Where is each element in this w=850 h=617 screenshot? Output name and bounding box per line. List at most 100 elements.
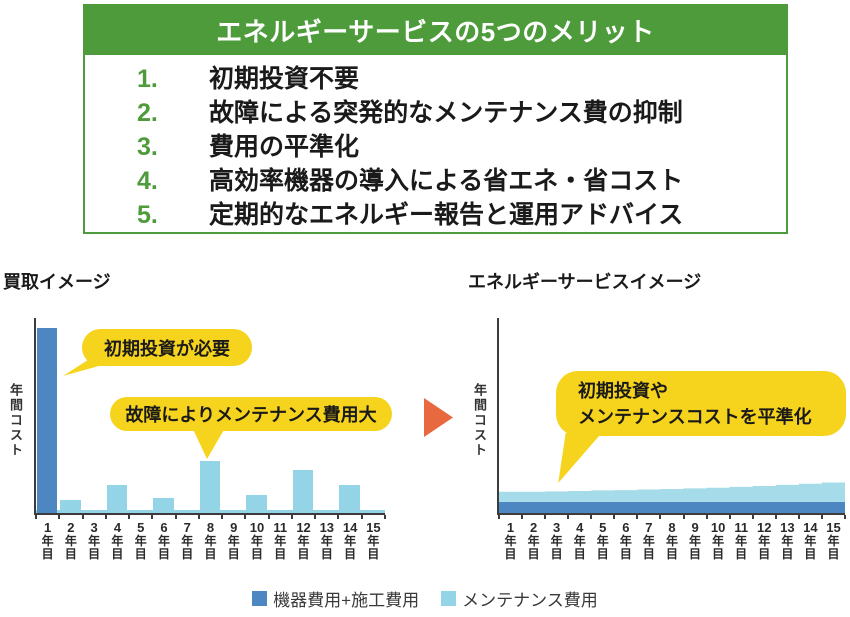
capex-band [499,501,845,513]
axis-tick [544,515,547,519]
merits-box: エネルギーサービスの5つのメリット 1. 初期投資不要 2. 故障による突発的な… [83,4,788,234]
maintenance-cost-swatch [441,591,457,606]
axis-tick [636,515,639,519]
callout-initial-investment: 初期投資が必要 [82,329,252,366]
x-axis-label: 11 年目 [273,520,288,561]
left-chart-title: 買取イメージ [3,272,111,292]
bar-maintenance-year-10 [246,494,267,513]
x-axis-label: 13 年目 [319,520,335,561]
y-axis-line [34,318,36,515]
axis-tick [360,515,363,519]
y-axis-line [497,318,499,515]
merit-number: 1. [137,65,158,93]
right-chart-title: エネルギーサービスイメージ [468,272,702,292]
x-axis-label: 13 年目 [780,520,795,561]
axis-tick [820,515,823,519]
axis-tick [104,515,107,519]
merits-header: エネルギーサービスの5つのメリット [85,6,786,55]
maintenance-band [499,482,845,502]
axis-tick [197,515,200,519]
x-axis-label: 12 年目 [757,520,772,561]
x-axis-label: 11 年目 [734,520,749,561]
x-axis-label: 10 年目 [710,520,726,561]
axis-tick [797,515,800,519]
callout-line: 初期投資や [578,380,668,401]
purchase-bar-chart: 年間コスト 1 年目 2 年目 3 年目 4 年目 5 年目 6 年目 7 年目 8 年目 9 年目 10 年目 11 年… [0,300,450,600]
merit-item-2: 2. 故障による突発的なメンテナンス費の抑制 [137,96,786,130]
axis-tick [314,515,317,519]
legend-label: 機器費用+施工費用 [273,591,420,610]
axis-tick [567,515,570,519]
merit-item-1: 1. 初期投資不要 [137,62,786,96]
right-y-axis-label: 年間コスト [472,383,487,458]
x-axis-label: 14 年目 [803,520,818,561]
merit-text: 初期投資不要 [209,65,360,93]
x-axis-label: 15 年目 [366,520,381,561]
energy-service-area-chart: 年間コスト 1 年目 2 年目 3 年目 4 年目 5 年目 6 年目 7 年目 8 年目 9 年目 10 年目 11 年… [455,300,850,600]
axis-tick [590,515,593,519]
chart-legend: 機器費用+施工費用 メンテナンス費用 [0,586,850,611]
merit-number: 4. [137,167,158,195]
x-axis-line [497,513,845,515]
equipment-cost-swatch [252,591,268,606]
x-axis-label: 12 年目 [296,520,311,561]
bar-maintenance-year-14 [339,485,360,513]
axis-tick [498,515,500,519]
merit-text: 定期的なエネルギー報告と運用アドバイス [209,201,684,229]
axis-tick [682,515,685,519]
bar-maintenance-year-2 [60,500,81,513]
merit-number: 2. [137,99,158,127]
merit-text: 故障による突発的なメンテナンス費の抑制 [209,99,683,127]
axis-tick [174,515,177,519]
merit-item-4: 4. 高効率機器の導入による省エネ・省コスト [137,164,786,198]
axis-tick [774,515,777,519]
x-axis-line [34,513,385,515]
callout-line: メンテナンスコストを平準化 [578,406,812,427]
axis-tick [337,515,340,519]
axis-tick [244,515,247,519]
merit-text: 高効率機器の導入による省エネ・省コスト [209,167,684,195]
axis-tick [521,515,524,519]
merit-text: 費用の平準化 [209,133,360,161]
bar-maintenance-year-4 [106,485,128,513]
callout-maintenance-large: 故障によりメンテナンス費用大 [110,397,392,431]
x-axis-label: 15 年目 [826,520,841,561]
axis-tick [751,515,754,519]
callout-cost-leveling: 初期投資や メンテナンスコストを平準化 [556,371,846,436]
axis-tick [659,515,662,519]
merit-number: 5. [137,201,158,229]
merit-number: 3. [137,133,158,161]
bar-maintenance-year-6 [153,498,174,513]
axis-tick [384,515,386,519]
merit-item-3: 3. 費用の平準化 [137,130,786,164]
legend-label: メンテナンス費用 [462,591,598,610]
axis-tick [128,515,131,519]
merits-list: 1. 初期投資不要 2. 故障による突発的なメンテナンス費の抑制 3. 費用の平… [85,55,786,232]
axis-tick [58,515,61,519]
axis-tick [81,515,84,519]
x-axis-label: 14 年目 [342,520,358,561]
left-y-axis-label: 年間コスト [8,383,23,458]
legend-item-maintenance: メンテナンス費用 [441,586,598,611]
merits-title: エネルギーサービスの5つのメリット [216,17,655,47]
bar-capex-year-1 [37,328,58,513]
axis-tick [151,515,154,519]
axis-tick [35,515,37,519]
merit-item-5: 5. 定期的なエネルギー報告と運用アドバイス [137,198,786,232]
axis-tick [290,515,293,519]
